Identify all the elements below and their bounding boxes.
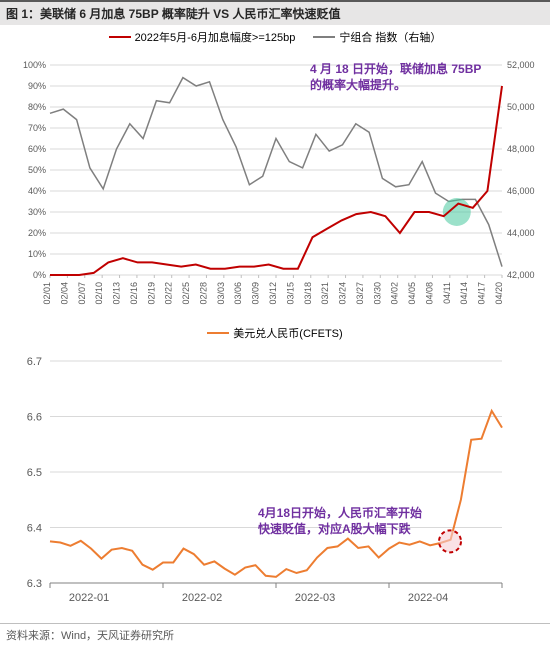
top-annotation: 4 月 18 日开始，联储加息 75BP的概率大幅提升。 — [310, 61, 481, 93]
legend-label: 宁组合 指数（右轴） — [339, 29, 441, 45]
svg-text:03/09: 03/09 — [251, 282, 261, 305]
figure-title-bar: 图 1：美联储 6 月加息 75BP 概率陡升 VS 人民币汇率快速贬值 — [0, 0, 550, 25]
legend-label: 美元兑人民币(CFETS) — [233, 325, 342, 341]
svg-text:02/28: 02/28 — [198, 282, 208, 305]
svg-text:80%: 80% — [28, 102, 46, 112]
svg-text:02/22: 02/22 — [164, 282, 174, 305]
svg-text:03/15: 03/15 — [285, 282, 295, 305]
legend-swatch — [207, 332, 229, 334]
legend-item-rate: 2022年5月-6月加息幅度>=125bp — [109, 29, 296, 45]
svg-text:2022-01: 2022-01 — [69, 592, 109, 604]
svg-text:30%: 30% — [28, 207, 46, 217]
svg-text:2022-04: 2022-04 — [408, 592, 448, 604]
source-text: 资料来源：Wind，天风证券研究所 — [6, 630, 174, 642]
legend-label: 2022年5月-6月加息幅度>=125bp — [135, 29, 296, 45]
svg-text:2022-02: 2022-02 — [182, 592, 222, 604]
figure-container: { "header": { "title": "图 1：美联储 6 月加息 75… — [0, 0, 550, 633]
svg-text:02/19: 02/19 — [146, 282, 156, 305]
svg-text:02/25: 02/25 — [181, 282, 191, 305]
source-footer: 资料来源：Wind，天风证券研究所 — [0, 623, 550, 646]
svg-text:03/27: 03/27 — [355, 282, 365, 305]
bottom-annotation: 4月18日开始，人民币汇率开始快速贬值，对应A股大幅下跌 — [258, 505, 422, 537]
svg-text:50%: 50% — [28, 165, 46, 175]
svg-text:42,000: 42,000 — [507, 270, 535, 280]
top-chart: 2022年5月-6月加息幅度>=125bp 宁组合 指数（右轴） 0% 10% 20… — [0, 25, 550, 321]
svg-text:03/24: 03/24 — [338, 282, 348, 305]
svg-text:100%: 100% — [23, 60, 46, 70]
svg-text:48,000: 48,000 — [507, 144, 535, 154]
svg-text:90%: 90% — [28, 81, 46, 91]
svg-text:6.7: 6.7 — [27, 356, 42, 368]
svg-text:6.5: 6.5 — [27, 467, 42, 479]
svg-text:10%: 10% — [28, 249, 46, 259]
svg-text:03/21: 03/21 — [320, 282, 330, 305]
svg-text:46,000: 46,000 — [507, 186, 535, 196]
legend-item-index: 宁组合 指数（右轴） — [313, 29, 441, 45]
svg-text:6.3: 6.3 — [27, 578, 42, 590]
svg-text:04/17: 04/17 — [477, 282, 487, 305]
bottom-chart: 美元兑人民币(CFETS) 6.3 6.4 6.5 6.6 6.7 2022-01 2022… — [0, 321, 550, 623]
svg-text:2022-03: 2022-03 — [295, 592, 335, 604]
legend-item-fx: 美元兑人民币(CFETS) — [207, 325, 342, 341]
svg-text:6.6: 6.6 — [27, 412, 42, 424]
svg-text:50,000: 50,000 — [507, 102, 535, 112]
svg-text:04/02: 04/02 — [390, 282, 400, 305]
svg-text:03/30: 03/30 — [372, 282, 382, 305]
svg-text:04/05: 04/05 — [407, 282, 417, 305]
figure-title: 图 1：美联储 6 月加息 75BP 概率陡升 VS 人民币汇率快速贬值 — [6, 7, 341, 21]
bottom-chart-svg: 6.3 6.4 6.5 6.6 6.7 2022-01 2022-02 2022-03 2022… — [0, 343, 550, 619]
svg-text:04/14: 04/14 — [459, 282, 469, 305]
svg-text:44,000: 44,000 — [507, 228, 535, 238]
legend-swatch — [109, 36, 131, 38]
top-legend: 2022年5月-6月加息幅度>=125bp 宁组合 指数（右轴） — [0, 25, 550, 47]
svg-text:02/07: 02/07 — [77, 282, 87, 305]
svg-text:60%: 60% — [28, 144, 46, 154]
svg-text:02/16: 02/16 — [129, 282, 139, 305]
svg-text:02/01: 02/01 — [42, 282, 52, 305]
svg-text:03/03: 03/03 — [216, 282, 226, 305]
svg-text:02/04: 02/04 — [59, 282, 69, 305]
svg-text:03/18: 03/18 — [303, 282, 313, 305]
svg-text:04/11: 04/11 — [442, 282, 452, 304]
svg-text:40%: 40% — [28, 186, 46, 196]
svg-text:70%: 70% — [28, 123, 46, 133]
svg-text:03/12: 03/12 — [268, 282, 278, 305]
svg-text:02/10: 02/10 — [94, 282, 104, 305]
svg-text:04/20: 04/20 — [494, 282, 504, 305]
svg-text:20%: 20% — [28, 228, 46, 238]
bottom-legend: 美元兑人民币(CFETS) — [0, 321, 550, 343]
svg-text:03/06: 03/06 — [233, 282, 243, 305]
svg-text:02/13: 02/13 — [112, 282, 122, 305]
svg-text:04/08: 04/08 — [424, 282, 434, 305]
svg-text:52,000: 52,000 — [507, 60, 535, 70]
svg-text:0%: 0% — [33, 270, 46, 280]
legend-swatch — [313, 36, 335, 38]
svg-text:6.4: 6.4 — [27, 523, 42, 535]
